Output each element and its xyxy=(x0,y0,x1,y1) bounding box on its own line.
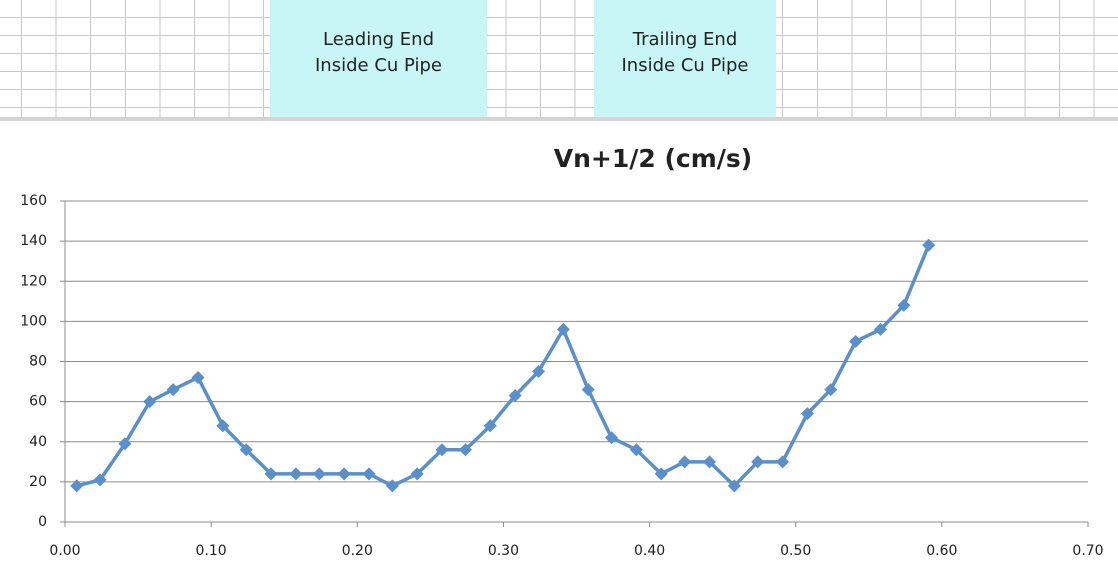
marker xyxy=(751,455,765,469)
marker xyxy=(897,298,911,312)
y-tick-label: 120 xyxy=(20,273,47,289)
marker xyxy=(727,479,741,493)
marker xyxy=(385,479,399,493)
marker xyxy=(93,473,107,487)
marker xyxy=(239,443,253,457)
marker xyxy=(362,467,376,481)
y-tick-label: 80 xyxy=(29,354,47,370)
series-line xyxy=(76,244,931,488)
marker xyxy=(678,455,692,469)
marker xyxy=(216,419,230,433)
x-tick-label: 0.60 xyxy=(926,543,957,559)
marker xyxy=(800,407,814,421)
label-line: Inside Cu Pipe xyxy=(621,55,749,76)
marker xyxy=(337,467,351,481)
marker xyxy=(824,383,838,397)
marker xyxy=(702,455,716,469)
marker xyxy=(458,443,472,457)
y-tick-label: 40 xyxy=(29,434,47,450)
marker xyxy=(532,365,546,379)
marker xyxy=(849,334,863,348)
marker xyxy=(289,467,303,481)
marker xyxy=(581,383,595,397)
marker xyxy=(922,238,936,252)
y-tick-label: 160 xyxy=(20,193,47,209)
marker xyxy=(191,371,205,385)
x-tick-label: 0.40 xyxy=(634,543,665,559)
marker xyxy=(264,467,278,481)
chart-title: Vn+1/2 (cm/s) xyxy=(554,144,752,173)
marker xyxy=(654,467,668,481)
marker xyxy=(435,443,449,457)
label-line: Trailing End xyxy=(632,29,738,50)
y-tick-label: 140 xyxy=(20,233,47,249)
y-tick-label: 100 xyxy=(20,313,47,329)
spreadsheet-grid: Leading End Inside Cu Pipe Trailing End In… xyxy=(0,0,1118,121)
x-tick-label: 0.10 xyxy=(196,543,227,559)
y-tick-label: 20 xyxy=(29,474,47,490)
sheet-label: Leading End Inside Cu Pipe xyxy=(270,0,487,117)
y-tick-label: 60 xyxy=(29,394,47,410)
marker xyxy=(605,431,619,445)
marker xyxy=(312,467,326,481)
x-tick-label: 0.30 xyxy=(488,543,519,559)
x-tick-label: 0.50 xyxy=(780,543,811,559)
label-line: Inside Cu Pipe xyxy=(315,55,442,76)
x-tick-label: 0.70 xyxy=(1072,543,1103,559)
marker xyxy=(410,467,424,481)
marker xyxy=(508,389,522,403)
marker xyxy=(118,437,132,451)
marker xyxy=(556,322,570,336)
x-tick-label: 0.00 xyxy=(49,543,80,559)
marker xyxy=(483,419,497,433)
marker xyxy=(873,322,887,336)
marker xyxy=(629,443,643,457)
sheet-label: Trailing End Inside Cu Pipe xyxy=(594,0,776,117)
marker xyxy=(776,455,790,469)
y-tick-label: 0 xyxy=(38,514,47,530)
label-line: Leading End xyxy=(322,29,434,50)
x-tick-label: 0.20 xyxy=(342,543,373,559)
marker xyxy=(166,383,180,397)
marker xyxy=(143,395,157,409)
marker xyxy=(70,479,84,493)
